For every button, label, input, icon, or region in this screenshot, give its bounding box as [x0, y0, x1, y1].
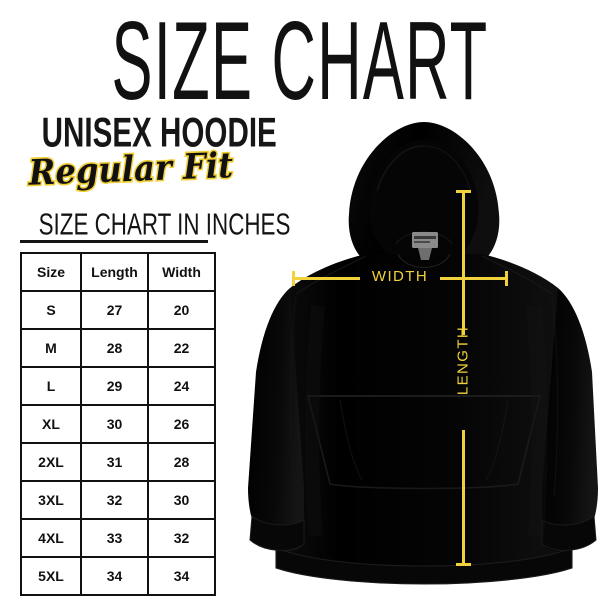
table-header-row: Size Length Width [20, 252, 216, 292]
cell-size: S [20, 290, 82, 330]
cell-length: 30 [80, 404, 149, 444]
neck-label-tag [412, 232, 438, 260]
cell-width: 28 [147, 442, 216, 482]
table-row: 2XL 31 28 [20, 442, 216, 482]
cell-width: 32 [147, 518, 216, 558]
table-row: 4XL 33 32 [20, 518, 216, 558]
cell-size: M [20, 328, 82, 368]
cell-length: 31 [80, 442, 149, 482]
cell-size: 4XL [20, 518, 82, 558]
cell-width: 24 [147, 366, 216, 406]
column-header-length: Length [80, 252, 149, 292]
cell-width: 22 [147, 328, 216, 368]
column-header-size: Size [20, 252, 82, 292]
table-row: 3XL 32 30 [20, 480, 216, 520]
size-table: Size Length Width S 27 20 M 28 22 L 29 2… [20, 252, 216, 596]
page-title: SIZE CHART [111, 0, 489, 124]
cell-size: 5XL [20, 556, 82, 596]
cell-length: 29 [80, 366, 149, 406]
cell-size: XL [20, 404, 82, 444]
cell-length: 27 [80, 290, 149, 330]
fit-heading: Regular Fit [26, 143, 235, 195]
units-heading: SIZE CHART IN INCHES [38, 206, 291, 241]
table-row: M 28 22 [20, 328, 216, 368]
cell-width: 30 [147, 480, 216, 520]
column-header-width: Width [147, 252, 216, 292]
cell-size: L [20, 366, 82, 406]
units-heading-underline [20, 240, 208, 243]
cell-length: 32 [80, 480, 149, 520]
cell-width: 20 [147, 290, 216, 330]
cell-width: 26 [147, 404, 216, 444]
cell-length: 34 [80, 556, 149, 596]
cell-length: 33 [80, 518, 149, 558]
size-table-body: S 27 20 M 28 22 L 29 24 XL 30 26 2XL 31 [20, 290, 216, 596]
hoodie-illustration [246, 96, 600, 596]
table-row: S 27 20 [20, 290, 216, 330]
table-row: 5XL 34 34 [20, 556, 216, 596]
cell-length: 28 [80, 328, 149, 368]
product-heading: UNISEX HOODIE [41, 109, 277, 156]
table-row: XL 30 26 [20, 404, 216, 444]
cell-width: 34 [147, 556, 216, 596]
cell-size: 3XL [20, 480, 82, 520]
cell-size: 2XL [20, 442, 82, 482]
table-row: L 29 24 [20, 366, 216, 406]
